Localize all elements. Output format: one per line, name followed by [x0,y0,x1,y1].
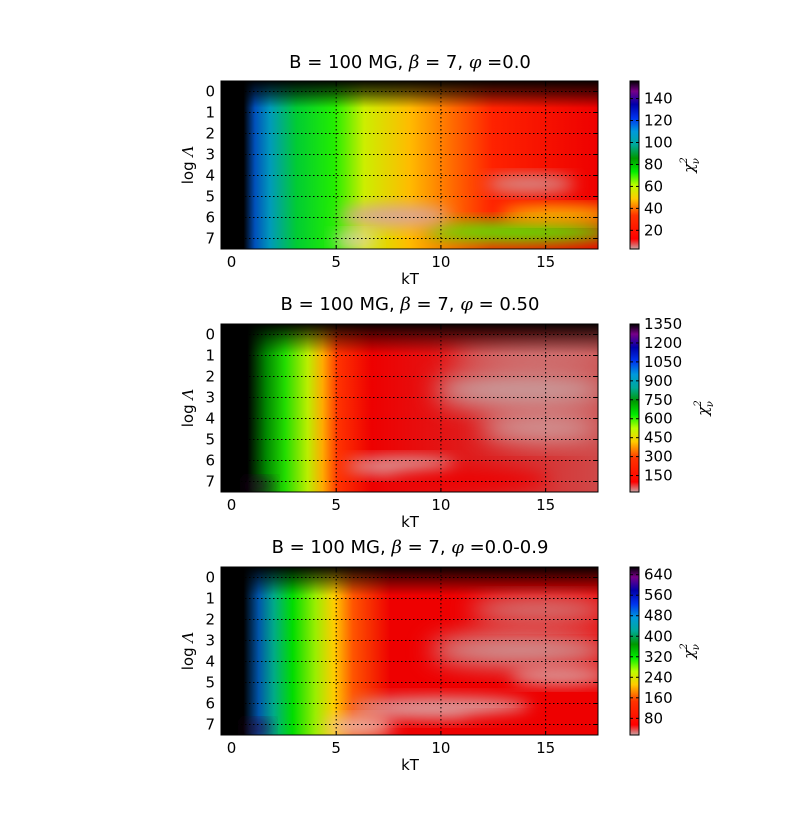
colorbar-tick-label: 900 [644,372,673,390]
chart-title-2: B = 100 MG, β = 7, φ = 0.50 [281,294,540,315]
y-tick-label: 7 [205,473,215,491]
y-tick-label: 2 [205,611,215,629]
y-tick-label: 3 [205,632,215,650]
x-tick-label: 0 [227,253,237,271]
y-ticks-2: 0 1 2 3 4 5 6 7 [205,326,598,491]
colorbar-label-3: χ2ν [679,643,702,659]
y-tick-label: 2 [205,125,215,143]
colorbar-tick-label: 1350 [644,315,682,333]
colorbar-2 [629,323,640,493]
y-tick-label: 6 [205,695,215,713]
colorbar-tick-label: 1050 [644,353,682,371]
grid-lines-2 [221,324,598,492]
colorbar-1 [629,80,640,250]
colorbar-tick-label: 80 [644,709,663,727]
heatmap-image-1 [221,81,598,249]
grid-lines-1 [221,81,598,249]
grid-lines-3 [221,567,598,735]
heatmap-panel-3: 0 5 10 15 0 1 2 3 4 5 6 7 B = 100 MG, β = 7, φ =0.… [179,537,702,774]
colorbar-ticks-3: 640 560 480 400 320 240 160 80 [630,566,673,727]
x-tick-label: 15 [536,739,555,757]
heatmap-image-2 [221,324,598,492]
y-axis-label-2: log Λ [179,389,197,428]
y-tick-label: 0 [205,326,215,344]
colorbar-3 [629,566,640,736]
colorbar-tick-label: 320 [644,648,673,666]
y-tick-label: 6 [205,209,215,227]
colorbar-tick-label: 750 [644,391,673,409]
y-tick-label: 5 [205,431,215,449]
y-tick-label: 4 [205,410,215,428]
colorbar-tick-label: 240 [644,668,673,686]
colorbar-tick-label: 600 [644,410,673,428]
x-tick-label: 5 [331,739,341,757]
x-tick-label: 5 [331,253,341,271]
x-tick-label: 15 [536,496,555,514]
y-tick-label: 4 [205,167,215,185]
y-tick-label: 0 [205,569,215,587]
y-ticks-3: 0 1 2 3 4 5 6 7 [205,569,598,734]
colorbar-tick-label: 400 [644,627,673,645]
y-tick-label: 5 [205,674,215,692]
colorbar-tick-label: 20 [644,221,663,239]
x-tick-label: 0 [227,739,237,757]
colorbar-tick-label: 140 [644,90,673,108]
chart-title-1: B = 100 MG, β = 7, φ =0.0 [289,52,531,73]
y-tick-label: 6 [205,452,215,470]
colorbar-tick-label: 480 [644,607,673,625]
colorbar-tick-label: 120 [644,112,673,130]
x-tick-label: 15 [536,253,555,271]
x-tick-label: 10 [431,253,450,271]
y-tick-label: 1 [205,104,215,122]
colorbar-tick-label: 640 [644,566,673,584]
y-tick-label: 4 [205,653,215,671]
x-tick-label: 5 [331,496,341,514]
heatmap-panel-2: 0 5 10 15 0 1 2 3 4 5 6 7 B = 100 MG, β = 7, φ = 0… [179,294,716,531]
colorbar-tick-label: 40 [644,199,663,217]
y-tick-label: 7 [205,716,215,734]
x-ticks-2: 0 5 10 15 [227,324,555,514]
x-axis-label-2: kT [401,513,420,531]
y-tick-label: 2 [205,368,215,386]
colorbar-tick-label: 60 [644,177,663,195]
colorbar-tick-label: 160 [644,689,673,707]
colorbar-tick-label: 100 [644,133,673,151]
y-tick-label: 0 [205,83,215,101]
y-tick-label: 3 [205,389,215,407]
colorbar-tick-label: 80 [644,155,663,173]
colorbar-tick-label: 150 [644,467,673,485]
chart-title-3: B = 100 MG, β = 7, φ =0.0-0.9 [272,537,549,558]
x-axis-label-1: kT [401,270,420,288]
colorbar-tick-label: 1200 [644,334,682,352]
x-tick-label: 10 [431,496,450,514]
y-tick-label: 1 [205,590,215,608]
colorbar-tick-label: 450 [644,429,673,447]
y-tick-label: 5 [205,188,215,206]
colorbar-tick-label: 300 [644,448,673,466]
colorbar-tick-label: 560 [644,586,673,604]
x-tick-label: 10 [431,739,450,757]
x-axis-label-3: kT [401,756,420,774]
x-ticks-1: 0 5 10 15 [227,81,555,271]
colorbar-label-1: χ2ν [679,157,702,173]
y-axis-label-1: log Λ [179,146,197,185]
heatmap-panel-1: 0 5 10 15 0 1 2 3 4 5 6 7 B = 100 MG, β = 7, φ =0.… [179,52,702,288]
heatmap-image-3 [221,567,598,735]
colorbar-label-2: χ2ν [693,400,716,416]
y-ticks-1: 0 1 2 3 4 5 6 7 [205,83,598,248]
colorbar-ticks-1: 140 120 100 80 60 40 20 [630,90,673,239]
x-ticks-3: 0 5 10 15 [227,567,555,757]
y-tick-label: 1 [205,347,215,365]
y-tick-label: 7 [205,230,215,248]
x-tick-label: 0 [227,496,237,514]
y-tick-label: 3 [205,146,215,164]
y-axis-label-3: log Λ [179,632,197,671]
